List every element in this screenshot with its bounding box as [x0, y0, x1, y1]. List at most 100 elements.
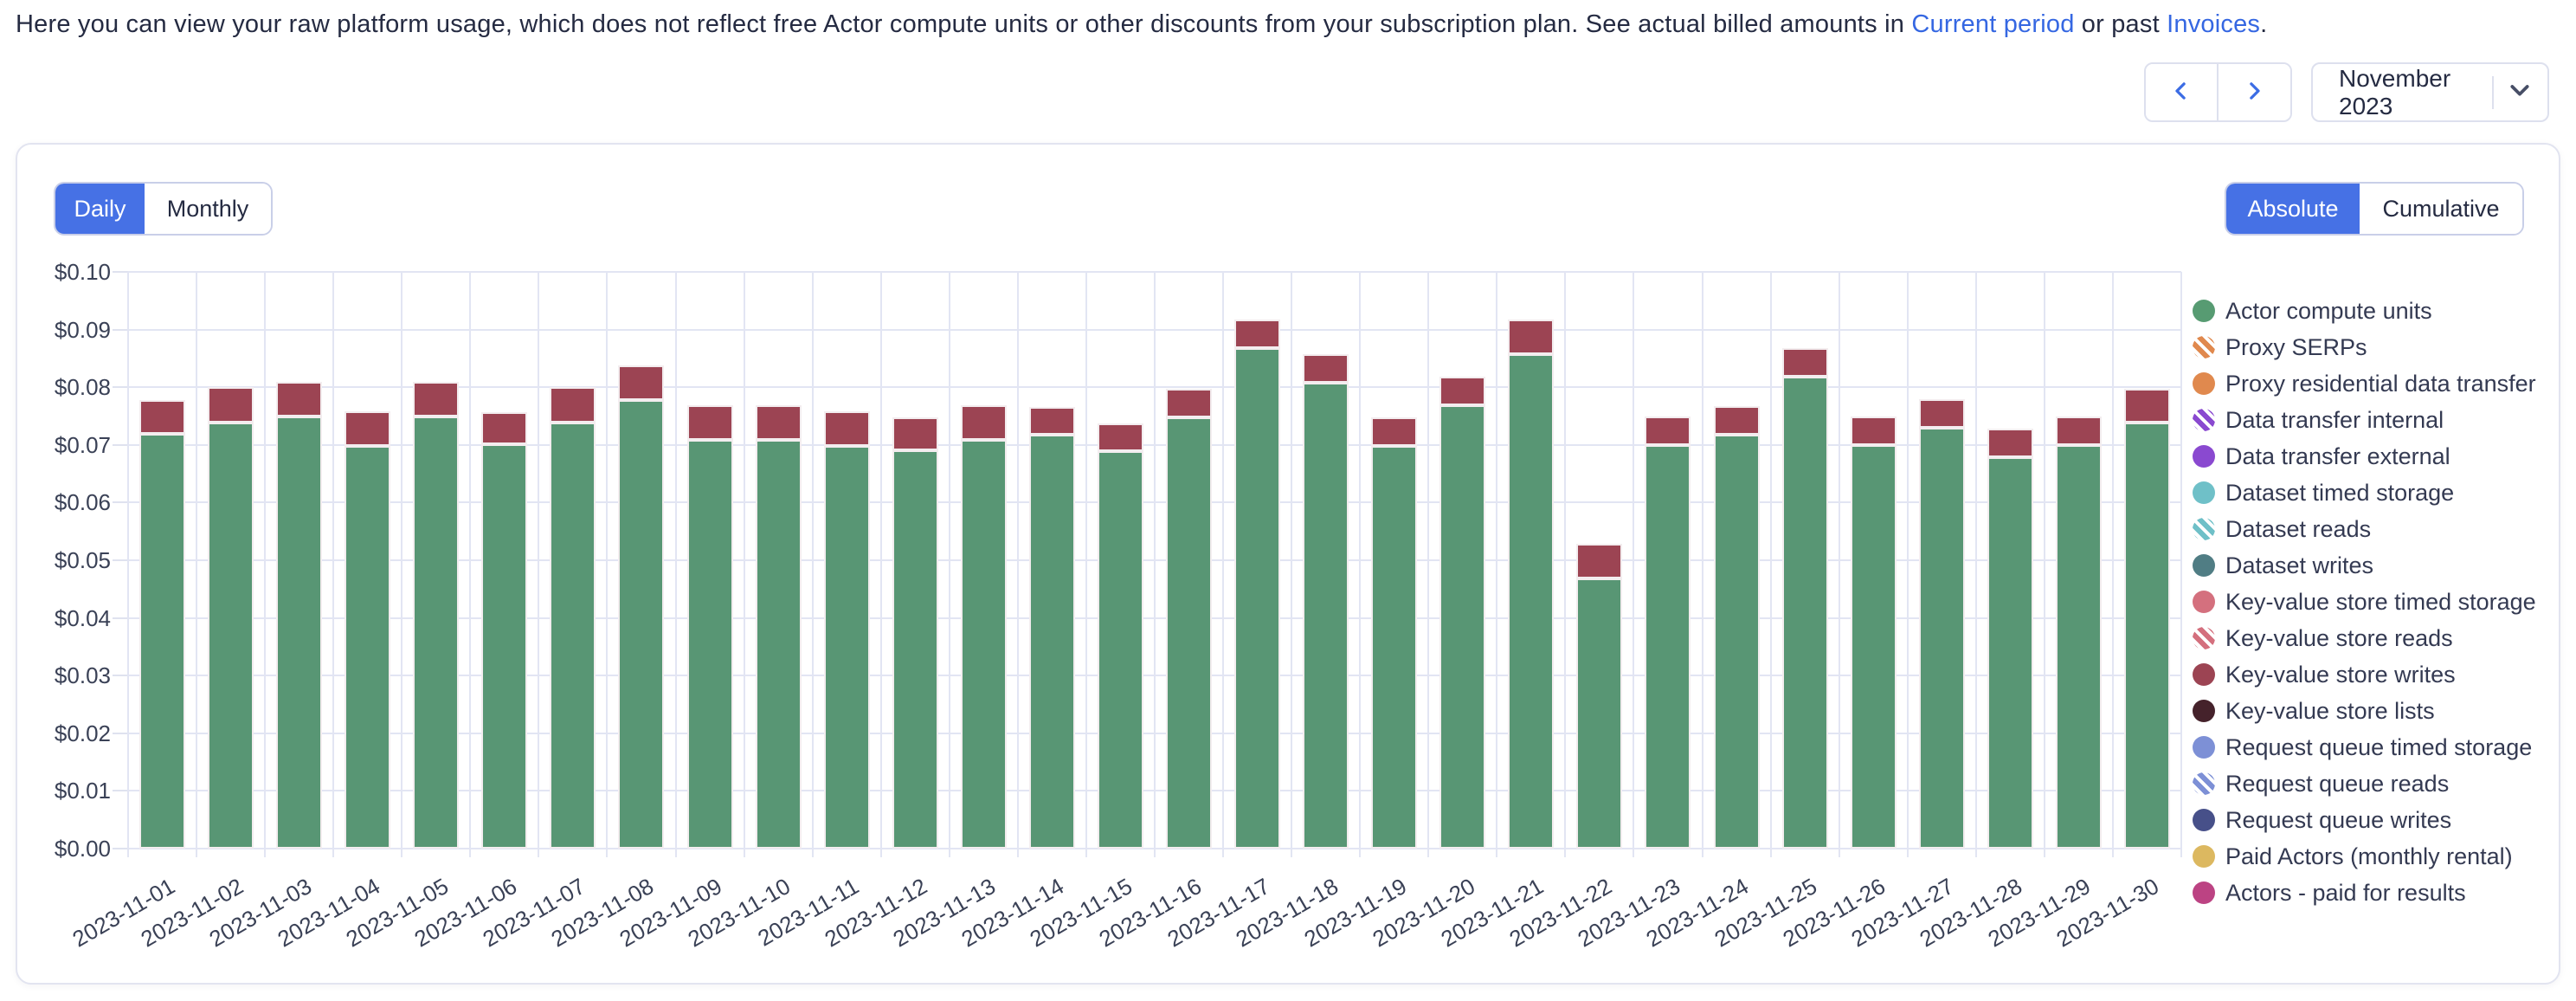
bar-group-2023-11-23[interactable]: [1633, 272, 1702, 849]
bar-segment-key_value_store_writes[interactable]: [276, 382, 322, 417]
bar-segment-key_value_store_writes[interactable]: [345, 411, 390, 446]
bar-group-2023-11-25[interactable]: [1771, 272, 1839, 849]
bar-segment-actor_compute_units[interactable]: [1439, 405, 1485, 849]
bar-group-2023-11-01[interactable]: [128, 272, 196, 849]
bar-group-2023-11-13[interactable]: [950, 272, 1018, 849]
bar-segment-key_value_store_writes[interactable]: [961, 405, 1007, 440]
toggle-cumulative[interactable]: Cumulative: [2360, 184, 2522, 234]
bar-segment-actor_compute_units[interactable]: [892, 450, 938, 849]
bar-segment-key_value_store_writes[interactable]: [1098, 423, 1143, 451]
bar-group-2023-11-22[interactable]: [1565, 272, 1633, 849]
legend-item[interactable]: Actor compute units: [2193, 293, 2556, 329]
bar-group-2023-11-07[interactable]: [538, 272, 607, 849]
bar-group-2023-11-11[interactable]: [813, 272, 881, 849]
bar-group-2023-11-18[interactable]: [1291, 272, 1360, 849]
bar-group-2023-11-09[interactable]: [676, 272, 744, 849]
bar-segment-key_value_store_writes[interactable]: [208, 387, 254, 423]
bar-group-2023-11-15[interactable]: [1086, 272, 1155, 849]
bar-segment-key_value_store_writes[interactable]: [756, 405, 802, 440]
legend-item[interactable]: Request queue reads: [2193, 765, 2556, 802]
bar-group-2023-11-05[interactable]: [402, 272, 470, 849]
bar-segment-actor_compute_units[interactable]: [2124, 423, 2170, 849]
bar-segment-key_value_store_writes[interactable]: [1234, 320, 1280, 348]
bar-segment-key_value_store_writes[interactable]: [1371, 417, 1417, 446]
previous-month-button[interactable]: [2146, 64, 2219, 120]
bar-segment-actor_compute_units[interactable]: [550, 423, 596, 849]
bar-segment-key_value_store_writes[interactable]: [1439, 377, 1485, 405]
bar-segment-actor_compute_units[interactable]: [2056, 445, 2102, 849]
legend-item[interactable]: Key-value store reads: [2193, 620, 2556, 656]
bar-segment-key_value_store_writes[interactable]: [413, 382, 459, 417]
legend-item[interactable]: Dataset writes: [2193, 547, 2556, 584]
bar-group-2023-11-19[interactable]: [1360, 272, 1428, 849]
bar-segment-actor_compute_units[interactable]: [1851, 445, 1897, 849]
bar-group-2023-11-16[interactable]: [1155, 272, 1223, 849]
bar-segment-key_value_store_writes[interactable]: [550, 387, 596, 423]
bar-segment-key_value_store_writes[interactable]: [139, 400, 185, 434]
toggle-monthly[interactable]: Monthly: [145, 184, 271, 234]
legend-item[interactable]: Data transfer internal: [2193, 402, 2556, 438]
bar-group-2023-11-14[interactable]: [1018, 272, 1086, 849]
legend-item[interactable]: Request queue writes: [2193, 802, 2556, 838]
invoices-link[interactable]: Invoices: [2167, 10, 2261, 38]
bar-segment-actor_compute_units[interactable]: [1371, 446, 1417, 849]
bar-segment-key_value_store_writes[interactable]: [1919, 399, 1965, 428]
legend-item[interactable]: Data transfer external: [2193, 438, 2556, 475]
bar-group-2023-11-02[interactable]: [196, 272, 265, 849]
legend-item[interactable]: Proxy residential data transfer: [2193, 365, 2556, 402]
legend-item[interactable]: Dataset reads: [2193, 511, 2556, 547]
bar-group-2023-11-12[interactable]: [881, 272, 950, 849]
bar-group-2023-11-26[interactable]: [1839, 272, 1908, 849]
bar-segment-key_value_store_writes[interactable]: [2056, 417, 2102, 445]
bar-segment-actor_compute_units[interactable]: [687, 440, 733, 849]
bar-segment-key_value_store_writes[interactable]: [2124, 389, 2170, 423]
bar-segment-key_value_store_writes[interactable]: [824, 411, 870, 446]
bar-group-2023-11-30[interactable]: [2113, 272, 2181, 849]
bar-segment-key_value_store_writes[interactable]: [1576, 544, 1622, 578]
bar-segment-key_value_store_writes[interactable]: [1714, 406, 1760, 435]
legend-item[interactable]: Key-value store timed storage: [2193, 584, 2556, 620]
bar-segment-actor_compute_units[interactable]: [961, 440, 1007, 849]
legend-item[interactable]: Key-value store lists: [2193, 693, 2556, 729]
bar-segment-actor_compute_units[interactable]: [481, 444, 527, 849]
bar-group-2023-11-04[interactable]: [333, 272, 402, 849]
toggle-absolute[interactable]: Absolute: [2226, 184, 2360, 234]
bar-segment-key_value_store_writes[interactable]: [1987, 429, 2033, 457]
legend-item[interactable]: Request queue timed storage: [2193, 729, 2556, 765]
bar-segment-actor_compute_units[interactable]: [208, 423, 254, 849]
month-dropdown[interactable]: November 2023: [2311, 62, 2549, 122]
bar-segment-actor_compute_units[interactable]: [345, 446, 390, 849]
bar-group-2023-11-24[interactable]: [1703, 272, 1771, 849]
bar-segment-key_value_store_writes[interactable]: [481, 412, 527, 444]
bar-segment-actor_compute_units[interactable]: [756, 440, 802, 849]
bar-group-2023-11-03[interactable]: [265, 272, 333, 849]
bar-group-2023-11-10[interactable]: [744, 272, 813, 849]
bar-group-2023-11-20[interactable]: [1428, 272, 1497, 849]
bar-segment-key_value_store_writes[interactable]: [1645, 417, 1690, 445]
bar-segment-actor_compute_units[interactable]: [1303, 383, 1349, 849]
bar-group-2023-11-29[interactable]: [2045, 272, 2113, 849]
legend-item[interactable]: Actors - paid for results: [2193, 875, 2556, 911]
legend-item[interactable]: Key-value store writes: [2193, 656, 2556, 693]
bar-segment-actor_compute_units[interactable]: [1782, 377, 1828, 849]
bar-segment-actor_compute_units[interactable]: [1919, 428, 1965, 849]
bar-segment-actor_compute_units[interactable]: [618, 400, 664, 849]
bar-segment-actor_compute_units[interactable]: [1234, 348, 1280, 849]
bar-segment-actor_compute_units[interactable]: [413, 417, 459, 849]
bar-group-2023-11-06[interactable]: [470, 272, 538, 849]
bar-segment-actor_compute_units[interactable]: [1987, 457, 2033, 849]
bar-group-2023-11-21[interactable]: [1497, 272, 1565, 849]
bar-segment-actor_compute_units[interactable]: [1029, 435, 1075, 849]
bar-segment-key_value_store_writes[interactable]: [1029, 407, 1075, 435]
bar-segment-actor_compute_units[interactable]: [1576, 578, 1622, 849]
bar-segment-actor_compute_units[interactable]: [1508, 354, 1554, 849]
bar-group-2023-11-08[interactable]: [607, 272, 675, 849]
bar-segment-key_value_store_writes[interactable]: [618, 365, 664, 400]
bar-segment-key_value_store_writes[interactable]: [892, 417, 938, 450]
toggle-daily[interactable]: Daily: [55, 184, 145, 234]
bar-segment-actor_compute_units[interactable]: [1714, 435, 1760, 849]
bar-segment-actor_compute_units[interactable]: [1166, 417, 1212, 849]
next-month-button[interactable]: [2218, 64, 2290, 120]
bar-segment-key_value_store_writes[interactable]: [1303, 354, 1349, 383]
bar-segment-actor_compute_units[interactable]: [1098, 451, 1143, 849]
